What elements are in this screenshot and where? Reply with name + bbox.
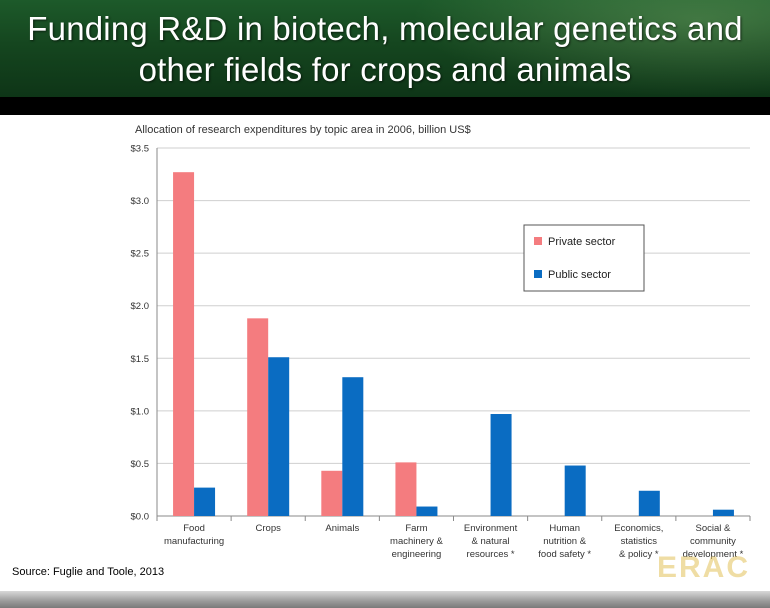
slide-title: Funding R&D in biotech, molecular geneti… bbox=[0, 8, 770, 90]
x-category-label-line: Animals bbox=[325, 523, 359, 534]
legend-swatch bbox=[534, 237, 542, 245]
bar-public-sector bbox=[194, 487, 216, 516]
bar-public-sector bbox=[342, 377, 364, 516]
y-tick-label: $0.5 bbox=[131, 459, 150, 470]
bar-public-sector bbox=[268, 357, 290, 516]
x-category-label: Farm machinery & engineering bbox=[390, 523, 443, 560]
x-category-label-line: machinery & bbox=[390, 536, 443, 547]
bar-public-sector bbox=[490, 414, 512, 516]
bar-private-sector bbox=[321, 470, 343, 516]
x-category-label: Economics, statistics & policy * bbox=[614, 523, 663, 560]
y-tick-label: $1.5 bbox=[131, 354, 150, 365]
x-category-label-line: & policy * bbox=[619, 549, 659, 560]
x-category-label-line: engineering bbox=[392, 549, 442, 560]
y-tick-label: $3.0 bbox=[131, 196, 150, 207]
footer-bar bbox=[0, 591, 770, 608]
bar-private-sector bbox=[395, 462, 417, 516]
slide-title-line-2: other fields for crops and animals bbox=[138, 51, 632, 88]
x-category-label-line: development * bbox=[683, 549, 744, 560]
x-category-label-line: Farm bbox=[405, 523, 427, 534]
bar-private-sector bbox=[173, 172, 195, 516]
bar-public-sector bbox=[712, 509, 734, 516]
chart-title: Allocation of research expenditures by t… bbox=[135, 124, 471, 136]
bar-public-sector bbox=[564, 465, 586, 516]
x-category-label-line: nutrition & bbox=[543, 536, 586, 547]
slide-title-line-1: Funding R&D in biotech, molecular geneti… bbox=[27, 10, 743, 47]
x-category-label-line: & natural bbox=[472, 536, 510, 547]
x-category-label-line: Social & bbox=[696, 523, 732, 534]
x-category-label: Food manufacturing bbox=[164, 523, 224, 547]
watermark-logo: ERAC bbox=[657, 551, 751, 584]
legend-box bbox=[523, 224, 645, 292]
legend-swatch bbox=[534, 270, 542, 278]
legend-label: Private sector bbox=[548, 236, 616, 248]
x-category-label-line: Crops bbox=[256, 523, 282, 534]
bar-public-sector bbox=[416, 506, 438, 516]
x-category-label-line: Environment bbox=[464, 523, 518, 534]
x-category-label-line: community bbox=[690, 536, 736, 547]
x-category-label-line: statistics bbox=[621, 536, 658, 547]
y-tick-label: $2.0 bbox=[131, 301, 150, 312]
x-category-label-line: manufacturing bbox=[164, 536, 224, 547]
x-category-label: Crops bbox=[256, 523, 282, 534]
source-citation: Source: Fuglie and Toole, 2013 bbox=[12, 566, 165, 578]
header-divider-bar bbox=[0, 97, 770, 115]
x-category-label: Animals bbox=[325, 523, 359, 534]
y-tick-label: $1.0 bbox=[131, 406, 150, 417]
x-category-label-line: Food bbox=[183, 523, 205, 534]
y-tick-label: $3.5 bbox=[131, 144, 150, 155]
x-category-label-line: resources * bbox=[467, 549, 515, 560]
slide-body: Allocation of research expenditures by t… bbox=[0, 115, 770, 591]
bar-public-sector bbox=[638, 490, 660, 516]
legend-label: Public sector bbox=[548, 269, 611, 281]
y-tick-label: $2.5 bbox=[131, 249, 150, 260]
x-category-label-line: Economics, bbox=[614, 523, 663, 534]
bar-private-sector bbox=[247, 318, 269, 516]
bar-chart: Allocation of research expenditures by t… bbox=[131, 124, 751, 560]
slide-header: Funding R&D in biotech, molecular geneti… bbox=[0, 0, 770, 97]
y-tick-label: $0.0 bbox=[131, 512, 150, 523]
x-category-label: Social & community development * bbox=[683, 523, 744, 560]
x-category-label-line: food safety * bbox=[538, 549, 591, 560]
x-category-label: Environment & natural resources * bbox=[464, 523, 518, 560]
x-category-label: Human nutrition & food safety * bbox=[538, 523, 591, 560]
x-category-label-line: Human bbox=[549, 523, 580, 534]
